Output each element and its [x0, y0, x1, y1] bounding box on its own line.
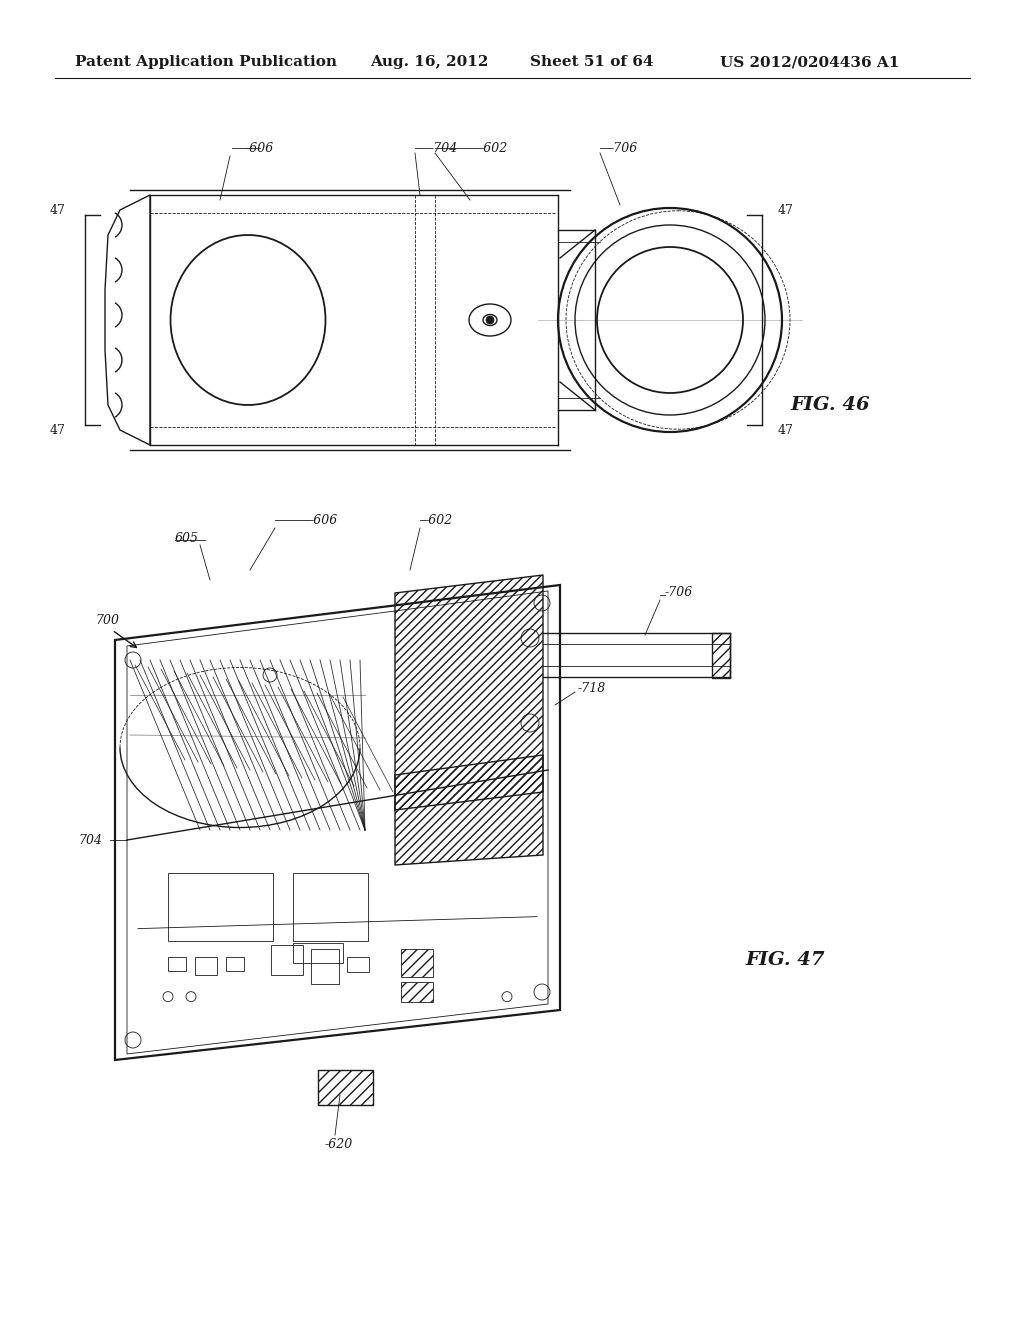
Bar	[168, 957, 186, 970]
Bar	[293, 873, 368, 941]
Text: -718: -718	[578, 681, 606, 694]
Text: -704: -704	[430, 141, 459, 154]
Text: FIG. 47: FIG. 47	[745, 950, 824, 969]
Text: 47: 47	[778, 203, 794, 216]
Bar	[271, 945, 303, 974]
Bar	[401, 949, 433, 977]
Ellipse shape	[483, 314, 497, 326]
Bar	[168, 873, 273, 941]
Text: Aug. 16, 2012: Aug. 16, 2012	[370, 55, 488, 69]
Text: US 2012/0204436 A1: US 2012/0204436 A1	[720, 55, 899, 69]
Circle shape	[597, 247, 743, 393]
Text: 47: 47	[778, 424, 794, 437]
Text: 605: 605	[175, 532, 199, 544]
Bar	[226, 957, 244, 970]
Text: -706: -706	[665, 586, 693, 599]
Text: Sheet 51 of 64: Sheet 51 of 64	[530, 55, 653, 69]
Text: Patent Application Publication: Patent Application Publication	[75, 55, 337, 69]
Circle shape	[575, 224, 765, 414]
Bar	[401, 982, 433, 1002]
Circle shape	[558, 209, 782, 432]
Text: -602: -602	[425, 513, 454, 527]
Text: 47: 47	[49, 203, 65, 216]
Bar	[293, 942, 343, 964]
Text: 47: 47	[49, 424, 65, 437]
Text: 700: 700	[95, 614, 119, 627]
Text: -606: -606	[310, 513, 338, 527]
Bar	[195, 957, 217, 974]
Bar	[311, 949, 339, 983]
Text: -706: -706	[610, 141, 638, 154]
Text: -602: -602	[480, 141, 508, 154]
Text: 704: 704	[78, 833, 102, 846]
Bar	[347, 957, 369, 972]
Text: -620: -620	[325, 1138, 353, 1151]
Text: -606: -606	[246, 141, 274, 154]
Circle shape	[486, 315, 494, 323]
Text: FIG. 46: FIG. 46	[790, 396, 869, 414]
